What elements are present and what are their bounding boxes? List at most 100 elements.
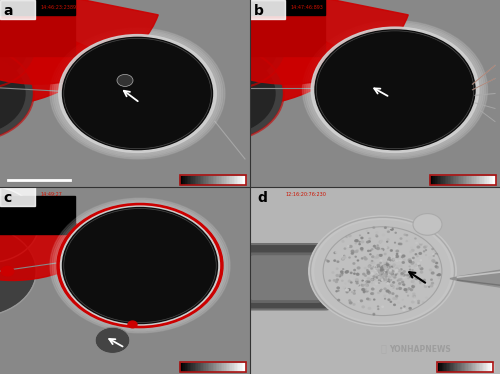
Circle shape xyxy=(398,283,401,284)
Circle shape xyxy=(412,262,414,264)
Circle shape xyxy=(384,105,387,107)
Circle shape xyxy=(374,279,376,280)
Bar xyxy=(453,176,454,184)
Circle shape xyxy=(403,95,406,96)
Circle shape xyxy=(166,236,168,238)
Circle shape xyxy=(138,248,140,249)
Circle shape xyxy=(98,307,100,308)
Bar xyxy=(222,363,224,371)
Circle shape xyxy=(176,276,178,277)
Wedge shape xyxy=(0,196,110,280)
Circle shape xyxy=(130,96,132,98)
Circle shape xyxy=(132,134,133,135)
Circle shape xyxy=(141,314,142,315)
Circle shape xyxy=(165,138,167,139)
Circle shape xyxy=(381,76,383,77)
Circle shape xyxy=(342,258,344,260)
Circle shape xyxy=(394,65,397,67)
Circle shape xyxy=(101,88,103,90)
Circle shape xyxy=(130,94,132,95)
Circle shape xyxy=(158,47,282,140)
Circle shape xyxy=(335,59,336,60)
Circle shape xyxy=(110,269,112,271)
Circle shape xyxy=(392,95,395,97)
Circle shape xyxy=(447,60,448,61)
Circle shape xyxy=(142,100,143,101)
Circle shape xyxy=(131,92,134,94)
Circle shape xyxy=(122,269,124,270)
Circle shape xyxy=(94,242,96,243)
Circle shape xyxy=(127,270,128,271)
Circle shape xyxy=(128,124,130,126)
Circle shape xyxy=(126,301,128,303)
Bar xyxy=(454,176,456,184)
Circle shape xyxy=(94,92,96,94)
Circle shape xyxy=(172,246,173,247)
Circle shape xyxy=(364,69,365,70)
Circle shape xyxy=(155,118,157,120)
Circle shape xyxy=(174,258,175,259)
Circle shape xyxy=(134,92,137,94)
Circle shape xyxy=(398,302,400,303)
Circle shape xyxy=(96,64,97,65)
Circle shape xyxy=(134,117,136,118)
Circle shape xyxy=(334,116,336,117)
Circle shape xyxy=(142,272,143,273)
Circle shape xyxy=(149,258,150,259)
Circle shape xyxy=(372,249,373,250)
Circle shape xyxy=(380,263,382,264)
Bar xyxy=(440,176,442,184)
Circle shape xyxy=(152,61,155,62)
Circle shape xyxy=(420,67,422,68)
Circle shape xyxy=(184,260,185,261)
Circle shape xyxy=(126,224,128,225)
Circle shape xyxy=(166,113,169,114)
Circle shape xyxy=(94,103,96,104)
Circle shape xyxy=(146,217,147,218)
Circle shape xyxy=(180,265,182,267)
Circle shape xyxy=(111,103,112,104)
Circle shape xyxy=(389,89,392,91)
Circle shape xyxy=(386,264,389,266)
Circle shape xyxy=(165,306,166,308)
Bar xyxy=(175,0,325,15)
Circle shape xyxy=(401,94,402,95)
Circle shape xyxy=(390,272,392,274)
Circle shape xyxy=(202,263,204,265)
Circle shape xyxy=(360,122,362,123)
Circle shape xyxy=(342,280,343,281)
Circle shape xyxy=(392,270,394,272)
Circle shape xyxy=(132,274,134,276)
Circle shape xyxy=(156,99,158,100)
Circle shape xyxy=(350,272,352,273)
Circle shape xyxy=(416,140,417,141)
Circle shape xyxy=(386,270,388,272)
Circle shape xyxy=(130,96,132,97)
Circle shape xyxy=(118,56,120,58)
Circle shape xyxy=(336,275,338,276)
Circle shape xyxy=(414,107,416,109)
Circle shape xyxy=(387,267,389,268)
Circle shape xyxy=(106,71,108,73)
Circle shape xyxy=(184,96,186,97)
Bar xyxy=(448,363,450,371)
Circle shape xyxy=(432,272,434,274)
Bar xyxy=(198,363,200,371)
Circle shape xyxy=(154,318,156,319)
Circle shape xyxy=(142,233,145,236)
Circle shape xyxy=(161,111,162,112)
Circle shape xyxy=(142,261,144,262)
Circle shape xyxy=(154,85,156,87)
Circle shape xyxy=(352,93,354,95)
Circle shape xyxy=(411,260,412,261)
Circle shape xyxy=(368,241,370,242)
Circle shape xyxy=(360,65,362,66)
Circle shape xyxy=(71,77,73,79)
Circle shape xyxy=(133,94,135,95)
Circle shape xyxy=(112,100,114,102)
Circle shape xyxy=(71,284,72,286)
Circle shape xyxy=(94,59,96,61)
Circle shape xyxy=(418,89,420,90)
Circle shape xyxy=(420,69,422,71)
Circle shape xyxy=(136,88,138,89)
